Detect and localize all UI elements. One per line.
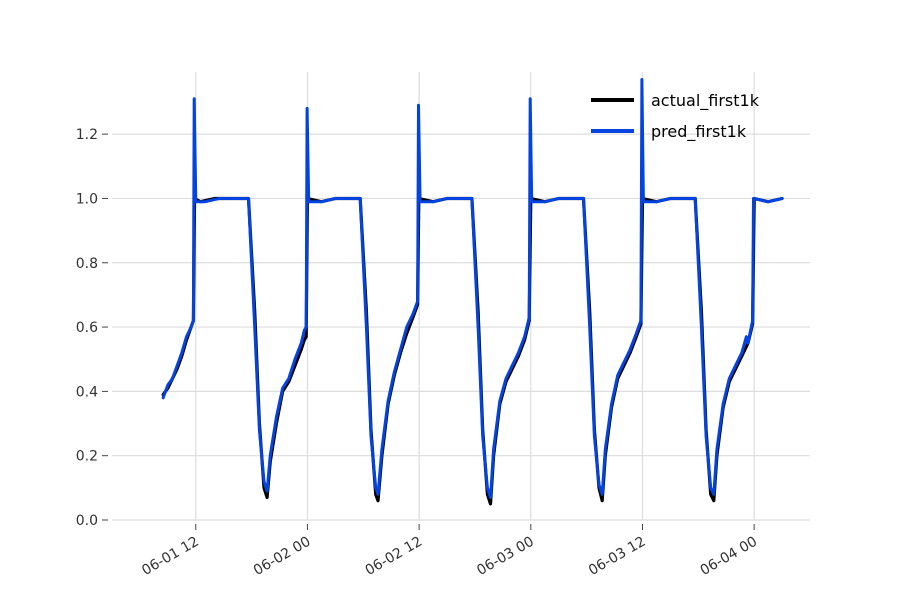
y-tick-label: 0.2 xyxy=(76,449,98,465)
x-tick-label: 06-04 00 xyxy=(698,534,761,579)
legend-label: pred_first1k xyxy=(651,122,747,142)
x-tick-label: 06-02 12 xyxy=(363,534,426,579)
x-tick-label: 06-03 12 xyxy=(586,534,649,579)
y-tick-label: 0.0 xyxy=(76,513,98,529)
series-lines xyxy=(161,78,784,506)
x-tick-label: 06-01 12 xyxy=(139,534,202,579)
x-tick-label: 06-02 00 xyxy=(251,534,314,579)
y-tick-label: 0.8 xyxy=(76,256,98,272)
x-axis-tick-labels: 06-01 12 06-02 00 06-02 12 06-03 00 06-03 12… xyxy=(139,524,760,579)
x-tick-label: 06-03 00 xyxy=(474,534,537,579)
y-axis-tick-labels: 0.0 0.2 0.4 0.6 0.8 1.0 1.2 xyxy=(76,127,108,529)
y-tick-label: 1.0 xyxy=(76,191,98,207)
y-tick-label: 0.6 xyxy=(76,320,98,336)
y-tick-label: 1.2 xyxy=(76,127,98,143)
legend-label: actual_first1k xyxy=(651,91,760,111)
y-tick-label: 0.4 xyxy=(76,384,98,400)
legend: actual_first1k pred_first1k xyxy=(591,91,760,142)
series-line-pred_first1k xyxy=(161,78,784,499)
